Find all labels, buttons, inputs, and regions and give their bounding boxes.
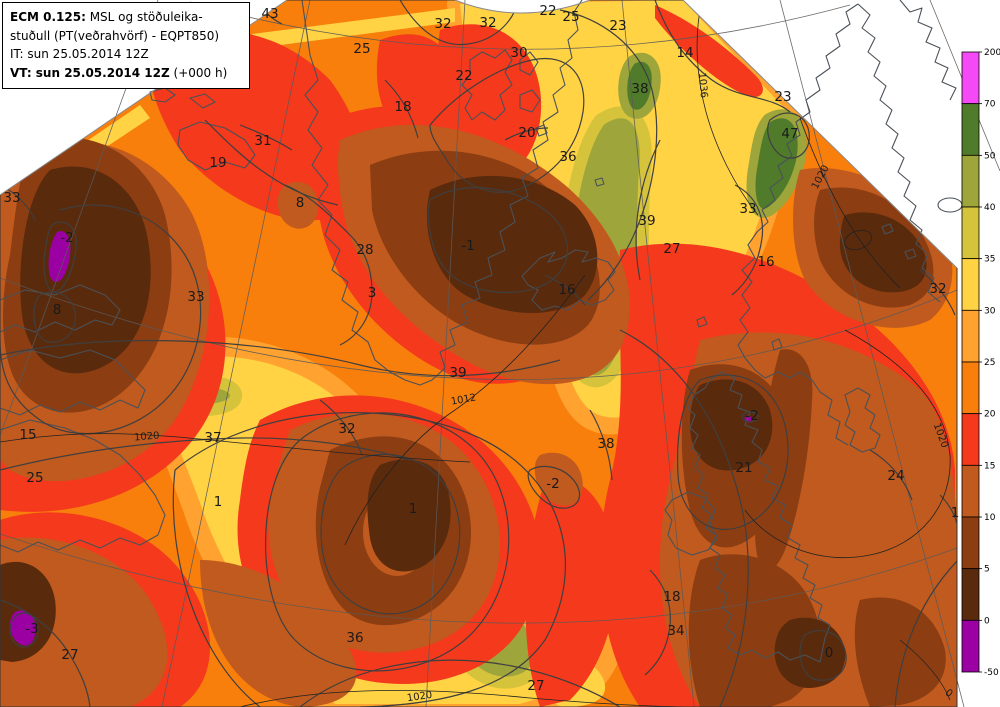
contour-label: -3 [25,621,38,637]
stability-contours [0,0,957,707]
isobar-label: 1020 [406,690,433,704]
colorbar-band [961,103,980,156]
contour-label: 14 [676,45,693,61]
contour-label: 32 [434,16,451,32]
contour-label: 1 [214,494,223,510]
contour-label: 36 [346,630,363,646]
contour-label: 18 [663,589,680,605]
contour-label: 1 [951,505,960,521]
contour-label: 24 [887,468,904,484]
colorbar-band [961,309,980,363]
contour-label: 27 [527,678,544,694]
colorbar-band [961,464,980,518]
contour-label: 28 [356,242,373,258]
contour-label: 23 [774,89,791,105]
contour-label: 0 [825,645,834,661]
colorbar-tick-label: 0 [984,616,990,626]
contour-label: 37 [204,430,221,446]
colorbar-band [961,413,980,466]
isobar-label: 1020 [134,430,160,443]
colorbar-tick-label: 35 [984,255,995,265]
contour-label: 31 [254,133,271,149]
contour-label: 47 [781,126,798,142]
contour-label: 34 [667,623,684,639]
colorbar-tick-label: 40 [984,203,996,213]
contour-label: 20 [518,125,535,141]
contour-label: 8 [53,302,62,318]
colorbar-band [961,619,980,673]
contour-label: 18 [394,99,411,115]
colorbar-band [961,51,980,105]
colorbar-tick-label: 50 [984,151,996,161]
contour-label: -1 [461,238,474,254]
contour-label: 21 [735,460,752,476]
contour-label: 19 [209,155,226,171]
contour-label: 22 [455,68,472,84]
contour-label: 16 [757,254,774,270]
colorbar-tick-label: 15 [984,461,995,471]
colorbar-tick-label: 200 [984,48,1000,58]
contour-label: 43 [261,6,278,22]
contour-label: 25 [26,470,43,486]
contour-label: 30 [510,45,527,61]
colorbar-band [961,258,980,311]
title-line-2: stuðull (PT(veðrahvörf) - EQPT850) [10,28,220,43]
colorbar-tick-label: -50 [984,668,999,678]
contour-label: -2 [745,408,758,424]
contour-label: 23 [609,18,626,34]
contour-label: 38 [597,436,614,452]
colorbar-band [961,206,980,260]
colorbar-tick-label: 5 [984,565,990,575]
colorbar-band [961,516,980,570]
contour-label: 25 [353,41,370,57]
isobars [0,0,951,707]
colorbar-tick-label: 25 [984,358,995,368]
contour-label: 33 [739,201,756,217]
colorbar-tick-label: 30 [984,306,996,316]
isobar-label: 0 [943,687,955,700]
colorbar-band [961,154,980,208]
colorbar-tick-label: 20 [984,410,996,420]
contour-label: 39 [638,213,655,229]
contour-label: 38 [631,81,648,97]
contour-label: 16 [558,282,575,298]
colorbar-band [961,568,980,621]
title-line-1: ECM 0.125: MSL og stöðuleika- [10,10,203,24]
contour-label: 3 [368,285,377,301]
title-line-3: IT: sun 25.05.2014 12Z [10,47,149,61]
contour-label: 32 [479,15,496,31]
title-line-4: VT: sun 25.05.2014 12Z (+000 h) [10,65,228,80]
contour-label: 1 [409,501,418,517]
contour-label: 36 [559,149,576,165]
contour-label: -2 [546,476,559,492]
contour-label: 32 [929,281,946,297]
contour-label: -2 [60,230,73,246]
contour-label: 15 [19,427,36,443]
colorbar-tick-label: 10 [984,513,996,523]
contour-labels: 43 33 19 31 8 8 -2 33 28 3 -1 16 16 33 14 23 23 47 38 36 30 2… [3,3,959,694]
contour-label: 33 [187,289,204,305]
contour-label: 32 [338,421,355,437]
contour-label: 22 [539,3,556,19]
contour-label: 27 [663,241,680,257]
isobar-label: 1012 [450,392,477,407]
map-frame [0,0,958,707]
contour-label: 8 [296,195,305,211]
colorbar-band [961,361,980,415]
contour-label: 25 [562,9,579,25]
contour-label: 27 [61,647,78,663]
title-box: ECM 0.125: MSL og stöðuleika- stuðull (P… [2,2,250,89]
isobar-label: 1036 [696,72,709,98]
colorbar-tick-label: 70 [984,100,996,110]
contour-label: 33 [3,190,20,206]
contour-label: 39 [449,365,466,381]
